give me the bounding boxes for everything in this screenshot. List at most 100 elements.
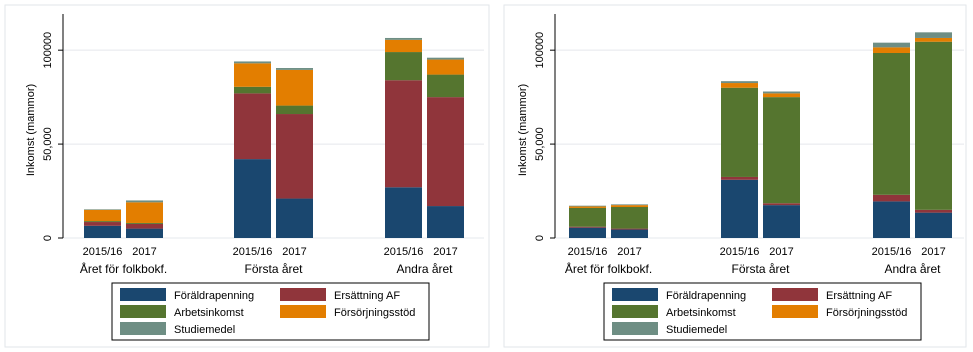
- bar-segment: [427, 59, 464, 75]
- x-group-label: Året för folkbokf.: [565, 261, 652, 276]
- y-axis-title: Inkomst (mammor): [25, 84, 37, 176]
- y-tick-label: 50,000: [534, 127, 546, 161]
- bar-segment: [569, 205, 606, 207]
- bar-segment: [611, 229, 648, 238]
- bar-segment: [126, 228, 163, 238]
- x-tick-label: 2015/16: [83, 246, 123, 258]
- y-axis-title: Inkomst (mammor): [517, 84, 529, 176]
- x-tick-label: 2017: [769, 246, 793, 258]
- x-tick-label: 2017: [921, 246, 945, 258]
- bar-segment: [276, 198, 313, 238]
- bar-segment: [915, 212, 952, 238]
- bar-segment: [276, 69, 313, 106]
- x-group-label: Första året: [731, 262, 790, 276]
- x-tick-label: 2015/16: [872, 246, 912, 258]
- bar-segment: [385, 39, 422, 53]
- legend-key: [120, 288, 166, 301]
- x-tick-label: 2017: [132, 246, 156, 258]
- legend-label: Ersättning AF: [334, 290, 400, 302]
- legend-label: Studiemedel: [666, 324, 727, 336]
- x-tick-label: 2015/16: [233, 246, 273, 258]
- bar-segment: [915, 32, 952, 38]
- bar-segment: [427, 97, 464, 207]
- bar-segment: [721, 179, 758, 238]
- bar-segment: [385, 52, 422, 81]
- x-tick-label: 2017: [617, 246, 641, 258]
- bar-segment: [569, 206, 606, 208]
- legend-key: [772, 305, 818, 318]
- bar-segment: [763, 203, 800, 206]
- bar-segment: [234, 61, 271, 64]
- x-group-label: Andra året: [884, 262, 941, 276]
- bar-segment: [611, 204, 648, 206]
- bar-segment: [763, 93, 800, 98]
- bar-segment: [763, 91, 800, 94]
- legend-label: Försörjningsstöd: [826, 307, 907, 319]
- legend-key: [612, 288, 658, 301]
- legend-label: Ersättning AF: [826, 290, 892, 302]
- bar-segment: [276, 68, 313, 70]
- bar-segment: [84, 209, 121, 210]
- x-tick-label: 2017: [433, 246, 457, 258]
- bar-segment: [84, 209, 121, 222]
- bar-segment: [611, 228, 648, 230]
- y-tick-label: 0: [534, 235, 546, 241]
- bar-segment: [611, 207, 648, 229]
- bar-segment: [234, 63, 271, 87]
- bar-segment: [763, 97, 800, 204]
- bar-segment: [427, 206, 464, 238]
- legend-key: [280, 305, 326, 318]
- bar-segment: [385, 37, 422, 40]
- bar-segment: [763, 205, 800, 238]
- x-tick-label: 2015/16: [720, 246, 760, 258]
- legend-label: Arbetsinkomst: [666, 307, 736, 319]
- bar-segment: [385, 80, 422, 188]
- bar-segment: [126, 223, 163, 229]
- legend-label: Föräldrapenning: [666, 290, 746, 302]
- bar-segment: [234, 86, 271, 94]
- bar-segment: [84, 221, 121, 223]
- bar-segment: [84, 225, 121, 238]
- bar-segment: [234, 159, 271, 238]
- x-tick-label: 2015/16: [384, 246, 424, 258]
- x-tick-label: 2015/16: [568, 246, 608, 258]
- legend-label: Arbetsinkomst: [174, 307, 244, 319]
- bar-segment: [427, 74, 464, 98]
- bar-segment: [721, 87, 758, 177]
- y-tick-label: 0: [42, 235, 54, 241]
- bar-segment: [385, 187, 422, 238]
- x-group-label: Andra året: [396, 262, 453, 276]
- bar-segment: [915, 41, 952, 210]
- bar-segment: [873, 201, 910, 238]
- legend-key: [280, 288, 326, 301]
- bar-segment: [276, 114, 313, 199]
- bar-segment: [234, 93, 271, 160]
- bar-segment: [611, 205, 648, 208]
- bar-segment: [126, 200, 163, 203]
- x-group-label: Året för folkbokf.: [80, 261, 167, 276]
- legend-key: [772, 288, 818, 301]
- x-tick-label: 2017: [282, 246, 306, 258]
- x-group-label: Första året: [244, 262, 303, 276]
- legend-label: Föräldrapenning: [174, 290, 254, 302]
- bar-segment: [126, 202, 163, 223]
- bar-segment: [873, 194, 910, 202]
- bar-segment: [915, 37, 952, 42]
- y-tick-label: 100000: [534, 32, 546, 69]
- legend-key: [120, 322, 166, 335]
- legend-key: [612, 305, 658, 318]
- y-tick-label: 100000: [42, 32, 54, 69]
- y-tick-label: 50,000: [42, 127, 54, 161]
- bar-segment: [427, 57, 464, 60]
- bar-segment: [915, 209, 952, 213]
- legend-label: Försörjningsstöd: [334, 307, 415, 319]
- bar-segment: [126, 222, 163, 224]
- bar-segment: [569, 207, 606, 227]
- legend-key: [612, 322, 658, 335]
- bar-segment: [569, 226, 606, 228]
- bar-segment: [721, 83, 758, 88]
- bar-segment: [721, 81, 758, 84]
- bar-segment: [873, 42, 910, 48]
- bar-segment: [276, 105, 313, 115]
